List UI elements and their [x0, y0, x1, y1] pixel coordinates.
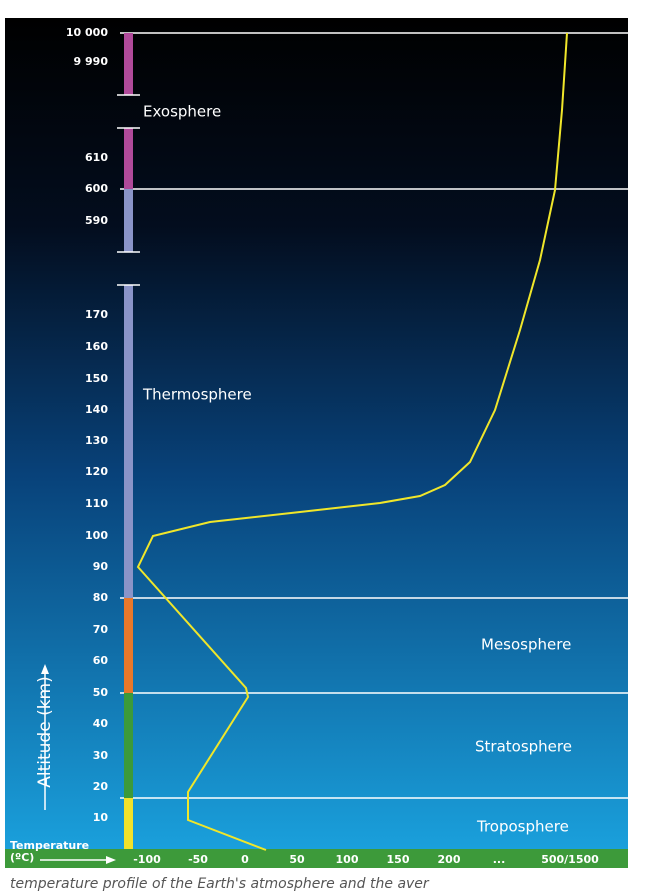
altitude-label: 610	[85, 151, 108, 164]
altitude-label: 70	[93, 623, 109, 636]
temperature-curve	[136, 32, 568, 851]
altitude-label: 160	[85, 340, 108, 353]
altitude-label: 600	[85, 182, 108, 195]
bar-stratosphere	[124, 693, 133, 798]
altitude-label: 30	[93, 749, 109, 762]
temperature-labels: -100 -50 0 50 100 150 200... 500/1500	[133, 853, 599, 866]
altitude-label: 60	[93, 654, 109, 667]
altitude-label: 80	[93, 591, 109, 604]
temperature-label: -50	[188, 853, 208, 866]
layer-label: Troposphere	[476, 818, 569, 836]
altitude-label: 10	[93, 811, 109, 824]
bar-exosphere	[124, 128, 133, 189]
altitude-bar	[117, 33, 140, 849]
separators	[120, 32, 628, 799]
altitude-label: 90	[93, 560, 109, 573]
temperature-label: 500/1500	[541, 853, 599, 866]
altitude-label: 110	[85, 497, 108, 510]
temperature-label: -100	[133, 853, 161, 866]
bar-mesosphere	[124, 598, 133, 693]
ground-bar	[5, 849, 628, 868]
altitude-label: 100	[85, 529, 108, 542]
arrow-head	[106, 856, 116, 864]
layer-label: Stratosphere	[475, 738, 572, 756]
caption: temperature profile of the Earth's atmos…	[10, 876, 430, 892]
altitude-label: 9 990	[74, 55, 109, 68]
bar-troposphere	[124, 798, 133, 849]
altitude-label: 150	[85, 372, 108, 385]
altitude-labels: 10 000 9 990 610 600 590 170 160 150 140 130 120 11…	[66, 26, 108, 824]
temperature-label: 100	[336, 853, 359, 866]
arrow-head	[41, 664, 49, 674]
layer-label: Exosphere	[143, 103, 221, 121]
temperature-label: 200	[438, 853, 461, 866]
altitude-label: 140	[85, 403, 108, 416]
temperature-label: 50	[289, 853, 305, 866]
altitude-label: 590	[85, 214, 108, 227]
temperature-label: 0	[241, 853, 249, 866]
bar-exosphere	[124, 33, 133, 95]
altitude-label: 130	[85, 434, 108, 447]
temperature-label: 150	[387, 853, 410, 866]
altitude-label: 40	[93, 717, 109, 730]
altitude-label: 20	[93, 780, 109, 793]
temperature-title: (ºC)	[10, 851, 34, 864]
sky-background	[5, 18, 628, 850]
layer-label: Thermosphere	[142, 386, 252, 404]
layer-label: Mesosphere	[481, 636, 571, 654]
temperature-label: ...	[493, 853, 506, 866]
temperature-title: Temperature	[10, 839, 89, 852]
altitude-label: 50	[93, 686, 109, 699]
altitude-label: 170	[85, 308, 108, 321]
altitude-label: 10 000	[66, 26, 108, 39]
bar-thermosphere	[124, 189, 133, 252]
altitude-label: 120	[85, 465, 108, 478]
bar-thermosphere	[124, 285, 133, 598]
